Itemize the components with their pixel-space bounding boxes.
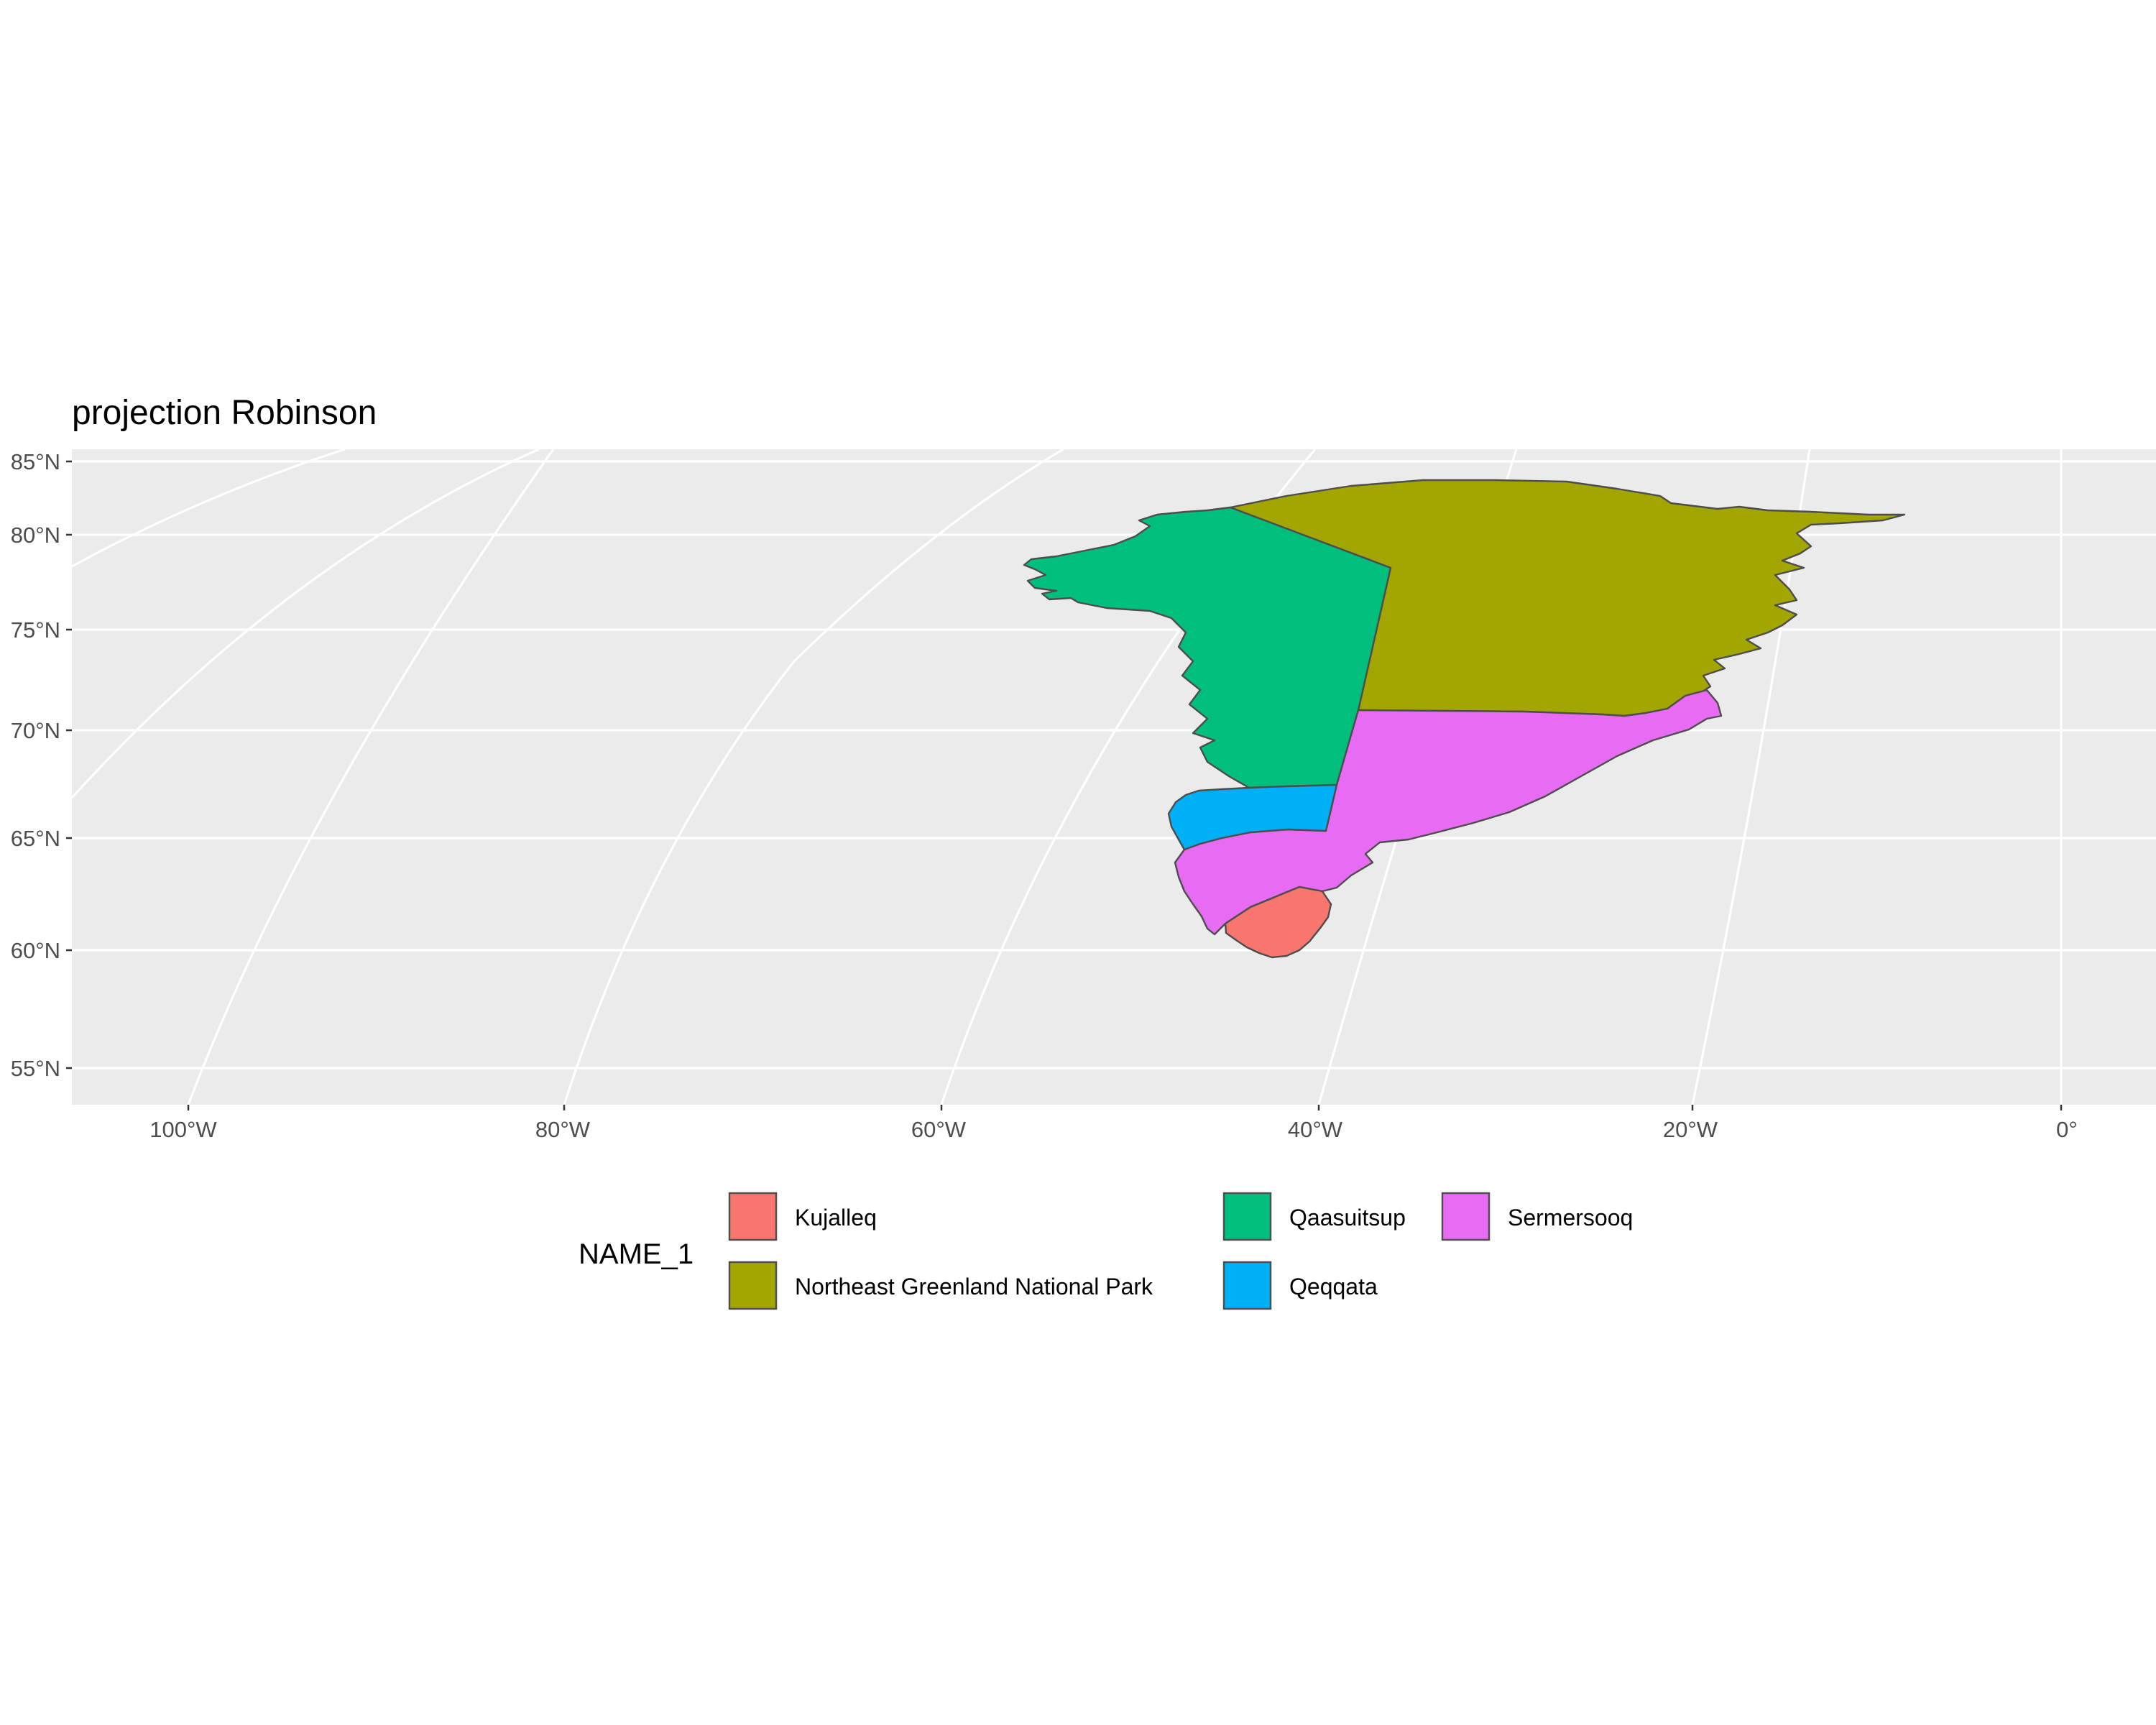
tick-label-lon-0: 0°	[2056, 1117, 2078, 1142]
legend-label-kujalleq: Kujalleq	[795, 1205, 877, 1230]
legend-label-qaasuitsup: Qaasuitsup	[1289, 1205, 1406, 1230]
legend-title: NAME_1	[579, 1238, 694, 1270]
map-title: projection Robinson	[72, 394, 377, 432]
tick-label-lat-65: 65°N	[11, 826, 60, 851]
tick-label-lat-70: 70°N	[11, 718, 60, 743]
tick-label-lon-20w: 20°W	[1663, 1117, 1718, 1142]
tick-label-lon-100w: 100°W	[149, 1117, 217, 1142]
greenland-regions	[1023, 479, 1906, 959]
longitude-axis: 100°W 80°W 60°W 40°W 20°W 0°	[149, 1105, 2078, 1142]
legend-key-qaasuitsup	[1222, 1192, 1272, 1241]
legend-key-qeqqata	[1222, 1261, 1272, 1310]
latitude-gridlines	[72, 460, 2156, 1070]
tick-label-lat-75: 75°N	[11, 617, 60, 643]
legend-key-northeast-greenland-national-park	[728, 1261, 778, 1310]
tick-label-lon-60w: 60°W	[911, 1117, 967, 1142]
legend-key-kujalleq	[728, 1192, 778, 1241]
tick-label-lon-80w: 80°W	[535, 1117, 591, 1142]
grid-lon-120w-b	[70, 448, 540, 799]
legend-key-sermersooq	[1441, 1192, 1491, 1241]
legend-label-sermersooq: Sermersooq	[1508, 1205, 1633, 1230]
tick-label-lat-80: 80°N	[11, 523, 60, 548]
legend-label-northeast-greenland-national-park: Northeast Greenland National Park	[795, 1274, 1153, 1300]
legend-label-qeqqata: Qeqqata	[1289, 1274, 1378, 1300]
tick-label-lon-40w: 40°W	[1288, 1117, 1343, 1142]
region-qaasuitsup	[1023, 506, 1392, 789]
tick-label-lat-60: 60°N	[11, 938, 60, 963]
legend: NAME_1 Kujalleq Northeast Greenland Nati…	[579, 1192, 1633, 1310]
grid-lon-80w	[563, 448, 1064, 1105]
tick-label-lat-55: 55°N	[11, 1056, 60, 1081]
region-kujalleq	[1224, 886, 1332, 959]
grid-lon-120w-a	[71, 448, 346, 568]
map-panel	[70, 448, 2156, 1105]
region-sermersooq	[1174, 689, 1723, 936]
grid-lon-100w	[187, 448, 555, 1105]
tick-label-lat-85: 85°N	[11, 449, 60, 474]
latitude-axis: 85°N 80°N 75°N 70°N 65°N 60°N 55°N	[11, 449, 72, 1081]
region-qeqqata	[1167, 783, 1338, 851]
